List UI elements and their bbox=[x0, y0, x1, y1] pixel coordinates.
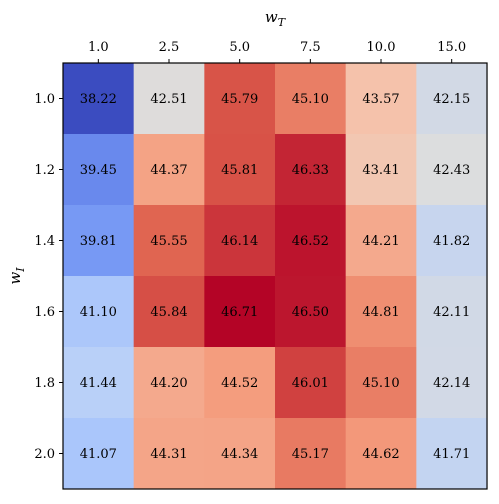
heatmap-cell bbox=[345, 134, 417, 206]
y-tick-label: 1.8 bbox=[34, 376, 55, 391]
heatmap-cell bbox=[204, 276, 276, 348]
cell-value-label: 45.84 bbox=[150, 305, 187, 320]
x-axis-label: wT bbox=[265, 8, 287, 29]
cell-value-label: 42.15 bbox=[433, 92, 470, 107]
heatmap-cell bbox=[416, 134, 488, 206]
heatmap-cell bbox=[63, 134, 135, 206]
cell-value-label: 46.33 bbox=[292, 163, 329, 178]
cell-value-label: 43.41 bbox=[362, 163, 399, 178]
heatmap-cell bbox=[416, 418, 488, 490]
heatmap-cell bbox=[416, 63, 488, 135]
x-tick-label: 10.0 bbox=[367, 40, 396, 55]
heatmap-cell bbox=[63, 63, 135, 135]
cell-value-label: 44.52 bbox=[221, 376, 258, 391]
plot-frame bbox=[62, 62, 488, 490]
cell-value-label: 45.10 bbox=[292, 92, 329, 107]
heatmap-cell bbox=[133, 205, 205, 277]
heatmap-cell bbox=[63, 205, 135, 277]
cell-value-label: 44.37 bbox=[150, 163, 187, 178]
cell-value-label: 38.22 bbox=[80, 92, 117, 107]
cell-value-label: 44.34 bbox=[221, 447, 258, 462]
heatmap-cell bbox=[416, 347, 488, 419]
cell-value-label: 41.10 bbox=[80, 305, 117, 320]
cell-value-label: 44.20 bbox=[150, 376, 187, 391]
cell-value-label: 44.62 bbox=[362, 447, 399, 462]
heatmap-cell bbox=[275, 63, 347, 135]
cell-value-label: 44.21 bbox=[362, 234, 399, 249]
heatmap-cell bbox=[63, 276, 135, 348]
cell-value-label: 46.52 bbox=[292, 234, 329, 249]
heatmap-cell bbox=[416, 276, 488, 348]
heatmap-cells: 38.22 42.51 45.79 45.10 43.57 42.15 39.45 44.37… bbox=[63, 63, 488, 490]
cell-value-label: 45.81 bbox=[221, 163, 258, 178]
heatmap-cell bbox=[133, 418, 205, 490]
heatmap-cell bbox=[204, 63, 276, 135]
x-tick-label: 15.0 bbox=[437, 40, 466, 55]
heatmap-cell bbox=[275, 418, 347, 490]
y-tick-label: 1.0 bbox=[34, 92, 55, 107]
heatmap-cell bbox=[204, 347, 276, 419]
heatmap-cell bbox=[204, 134, 276, 206]
cell-value-label: 45.10 bbox=[362, 376, 399, 391]
heatmap-cell bbox=[275, 205, 347, 277]
cell-value-label: 43.57 bbox=[362, 92, 399, 107]
heatmap-cell bbox=[204, 418, 276, 490]
cell-value-label: 41.44 bbox=[80, 376, 117, 391]
heatmap-cell bbox=[416, 205, 488, 277]
heatmap-cell bbox=[63, 418, 135, 490]
heatmap-cell bbox=[345, 347, 417, 419]
heatmap-cell bbox=[133, 134, 205, 206]
cell-value-label: 45.17 bbox=[292, 447, 329, 462]
cell-value-label: 39.45 bbox=[80, 163, 117, 178]
cell-value-label: 44.31 bbox=[150, 447, 187, 462]
x-tick-label: 1.0 bbox=[88, 40, 109, 55]
heatmap-cell bbox=[133, 63, 205, 135]
heatmap-cell bbox=[345, 418, 417, 490]
cell-value-label: 41.82 bbox=[433, 234, 470, 249]
heatmap-cell bbox=[133, 276, 205, 348]
y-tick-label: 2.0 bbox=[34, 447, 55, 462]
cell-value-label: 44.81 bbox=[362, 305, 399, 320]
heatmap-cell bbox=[345, 205, 417, 277]
x-tick-label: 7.5 bbox=[300, 40, 321, 55]
cell-value-label: 46.50 bbox=[292, 305, 329, 320]
y-tick-label: 1.4 bbox=[34, 234, 55, 249]
cell-value-label: 42.14 bbox=[433, 376, 470, 391]
cell-value-label: 45.79 bbox=[221, 92, 258, 107]
heatmap-cell bbox=[345, 63, 417, 135]
heatmap-cell bbox=[275, 347, 347, 419]
heatmap-cell bbox=[204, 205, 276, 277]
cell-value-label: 42.51 bbox=[150, 92, 187, 107]
cell-value-label: 41.71 bbox=[433, 447, 470, 462]
cell-value-label: 46.14 bbox=[221, 234, 258, 249]
x-tick-label: 5.0 bbox=[229, 40, 250, 55]
cell-value-label: 45.55 bbox=[150, 234, 187, 249]
cell-value-label: 42.11 bbox=[433, 305, 470, 320]
cell-value-label: 39.81 bbox=[80, 234, 117, 249]
cell-value-label: 42.43 bbox=[433, 163, 470, 178]
heatmap-cell bbox=[275, 134, 347, 206]
cell-value-label: 41.07 bbox=[80, 447, 117, 462]
x-tick-label: 2.5 bbox=[159, 40, 180, 55]
cell-value-label: 46.01 bbox=[292, 376, 329, 391]
y-tick-label: 1.6 bbox=[34, 305, 55, 320]
heatmap-cell bbox=[133, 347, 205, 419]
cell-value-label: 46.71 bbox=[221, 305, 258, 320]
y-tick-label: 1.2 bbox=[34, 163, 55, 178]
y-axis-label: wI bbox=[6, 267, 27, 285]
heatmap-cell bbox=[63, 347, 135, 419]
heatmap-cell bbox=[345, 276, 417, 348]
heatmap-cell bbox=[275, 276, 347, 348]
axis-ticks: 1.0 2.5 5.0 7.5 10.0 15.0 1.0 1.2 1.4 1.6 1.8 2.0 bbox=[34, 40, 466, 462]
